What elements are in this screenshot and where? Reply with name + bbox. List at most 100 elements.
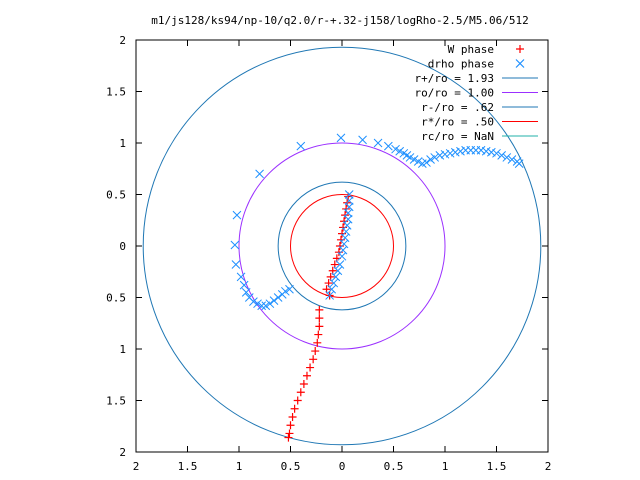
y-tick-label: 1.5 — [106, 395, 126, 408]
drho-phase-point — [492, 148, 501, 158]
drho-phase-point — [409, 155, 419, 164]
y-tick-label: 2 — [119, 34, 126, 47]
drho-phase-point — [296, 141, 306, 151]
drho-phase-point — [481, 146, 491, 156]
w-phase-point — [288, 412, 297, 421]
y-tick-label: 2 — [119, 446, 126, 459]
y-tick-label: 0.5 — [106, 189, 126, 202]
drho-phase-point — [327, 284, 337, 294]
drho-phase-point — [241, 287, 251, 297]
drho-phase-point — [239, 280, 249, 290]
drho-phase-point — [333, 266, 343, 276]
legend-label: W phase — [448, 43, 494, 56]
drho-phase-point — [430, 153, 440, 162]
reference-circle — [277, 181, 407, 311]
drho-phase-point — [329, 278, 339, 288]
reference-circles — [142, 46, 542, 446]
chart-title: m1/js128/ks94/np-10/q2.0/r-+.32-j158/log… — [151, 14, 529, 27]
drho-phase-point — [230, 240, 240, 250]
drho-phase-point — [344, 196, 354, 206]
w-phase-point — [315, 322, 324, 331]
drho-phase-point — [395, 146, 405, 156]
w-phase-point — [309, 355, 318, 364]
drho-phase-point — [236, 272, 246, 282]
drho-phase-point — [405, 153, 415, 162]
legend-label: r-/ro = .62 — [421, 101, 494, 114]
drho-phase-point — [280, 286, 290, 296]
legend-label: rc/ro = NaN — [421, 130, 494, 143]
legend-label: drho phase — [428, 58, 494, 71]
w-phase-point — [315, 305, 324, 314]
w-phase-point — [341, 211, 350, 220]
x-tick-label: 0.5 — [281, 460, 301, 473]
drho-phase-point — [261, 301, 271, 311]
drho-phase-point — [231, 260, 241, 269]
x-tick-label: 2 — [545, 460, 552, 473]
x-tick-label: 2 — [133, 460, 140, 473]
x-tick-label: 1 — [236, 460, 243, 473]
drho-phase-point — [486, 147, 496, 157]
legend-marker — [516, 45, 524, 53]
drho-phase-point — [335, 260, 345, 269]
y-tick-label: 1 — [119, 343, 126, 356]
drho-phase-point — [456, 146, 465, 156]
x-tick-label: 1.5 — [487, 460, 507, 473]
drho-phase-point — [344, 202, 354, 212]
drho-phase-point — [422, 158, 431, 167]
w-phase-point — [315, 314, 324, 323]
w-phase-point — [296, 388, 305, 397]
drho-phase-point — [285, 284, 294, 294]
drho-phase-point — [445, 148, 455, 158]
w-phase-point — [284, 433, 293, 442]
reference-circle — [290, 194, 394, 298]
drho-phase-point — [413, 157, 423, 166]
drho-phase-point — [391, 144, 400, 154]
legend-label: ro/ro = 1.00 — [415, 87, 494, 100]
drho-phase-point — [497, 151, 507, 160]
drho-phase-point — [255, 169, 264, 179]
w-phase-point — [293, 396, 302, 405]
drho-phase-point — [325, 291, 334, 300]
x-tick-label: 1.5 — [178, 460, 198, 473]
drho-phase-point — [440, 149, 450, 159]
drho-phase-point — [336, 133, 346, 143]
w-phase-point — [286, 421, 295, 430]
drho-phase-point — [269, 296, 279, 305]
drho-phase-point — [265, 299, 275, 309]
w-phase-point — [311, 347, 320, 356]
y-tick-label: 0 — [119, 240, 126, 253]
drho-phase-point — [373, 138, 383, 148]
drho-phase-point — [253, 299, 262, 309]
reference-circle — [238, 142, 446, 350]
legend-label: r+/ro = 1.93 — [415, 72, 494, 85]
drho-phase-point — [273, 293, 283, 302]
legend-label: r*/ro = .50 — [421, 116, 494, 129]
drho-phase-point — [476, 145, 486, 155]
w-phase-point — [314, 330, 323, 339]
drho-phase-point — [344, 190, 354, 199]
drho-phase-point — [343, 214, 353, 224]
reference-circle — [142, 46, 542, 446]
y-tick-label: 0.5 — [106, 292, 126, 305]
drho-phase-point — [502, 153, 512, 162]
w-phase-point — [313, 338, 322, 347]
x-tick-label: 1 — [442, 460, 449, 473]
x-tick-label: 0.5 — [384, 460, 404, 473]
w-phase-point — [285, 429, 294, 438]
w-phase-point — [302, 371, 311, 380]
w-phase-point — [306, 363, 315, 372]
w-phase-point — [290, 404, 299, 413]
y-tick-label: 1.5 — [106, 86, 126, 99]
drho-phase-point — [257, 301, 267, 311]
data-series — [230, 133, 524, 442]
drho-phase-point — [514, 159, 524, 168]
drho-phase-point — [426, 155, 435, 164]
drho-phase-point — [383, 141, 393, 151]
y-tick-label: 1 — [119, 137, 126, 150]
drho-phase-point — [358, 135, 367, 145]
legend-marker — [515, 59, 525, 68]
drho-phase-point — [450, 147, 460, 157]
